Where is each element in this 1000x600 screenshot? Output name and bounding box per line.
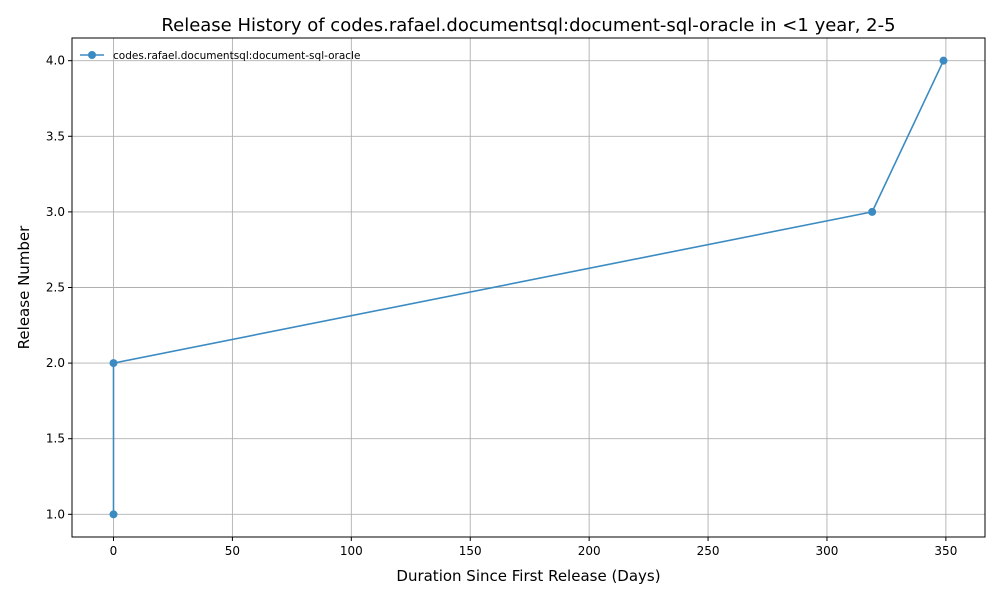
x-tick-label: 200 [578, 544, 601, 558]
x-tick-label: 0 [110, 544, 118, 558]
x-axis-label: Duration Since First Release (Days) [396, 567, 660, 585]
y-axis-label: Release Number [15, 225, 33, 349]
data-point [868, 207, 877, 216]
x-tick-label: 150 [459, 544, 482, 558]
y-tick-label: 3.5 [46, 129, 65, 143]
y-tick-label: 4.0 [46, 54, 65, 68]
y-tick-label: 1.0 [46, 507, 65, 521]
x-tick-label: 50 [225, 544, 240, 558]
x-tick-label: 300 [816, 544, 839, 558]
data-point [939, 56, 948, 65]
legend-entry-label: codes.rafael.documentsql:document-sql-or… [113, 50, 360, 62]
legend: codes.rafael.documentsql:document-sql-or… [80, 50, 360, 62]
data-point [109, 359, 118, 368]
x-tick-label: 350 [934, 544, 957, 558]
axis-ticks: 0 50 100 150 200 250 300 350 1.0 1.5 2.0 2.5 3.0 3.5 4… [46, 54, 957, 558]
x-tick-label: 250 [697, 544, 720, 558]
series-layer [109, 56, 948, 519]
x-tick-label: 100 [340, 544, 363, 558]
series-line [112, 60, 945, 515]
chart-title: Release History of codes.rafael.document… [161, 15, 895, 36]
y-tick-label: 1.5 [46, 432, 65, 446]
legend-point-marker [88, 51, 96, 59]
y-tick-label: 2.5 [46, 281, 65, 295]
grid [72, 38, 985, 537]
data-point [109, 510, 118, 519]
y-tick-label: 3.0 [46, 205, 65, 219]
y-tick-label: 2.0 [46, 356, 65, 370]
